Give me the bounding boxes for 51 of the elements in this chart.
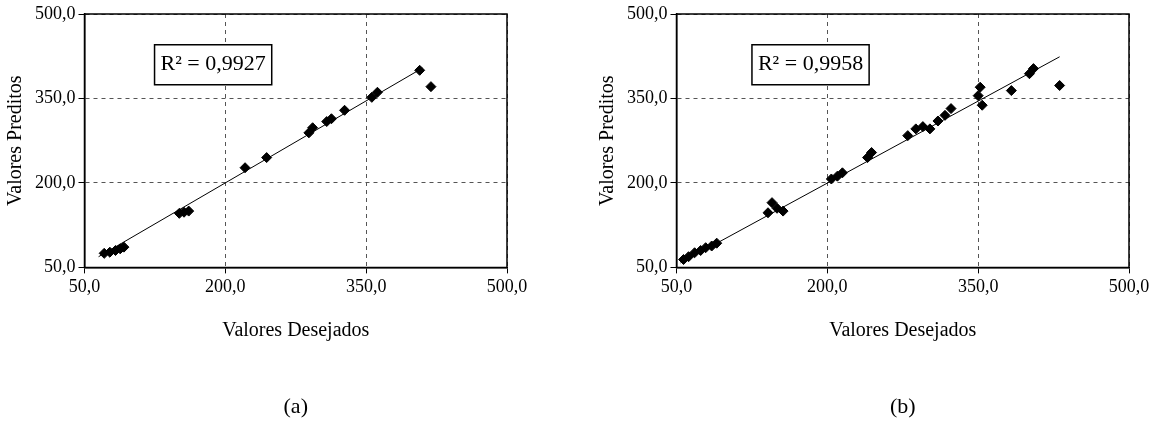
y-tick-label: 50,0 (44, 256, 76, 277)
point (414, 64, 426, 76)
x-tick-label: 200,0 (807, 275, 848, 296)
x-tick-label: 200,0 (205, 275, 246, 296)
annotation: R² = 0,9958 (757, 50, 864, 76)
point (307, 122, 319, 134)
x-axis-title: Valores Desejados (222, 318, 370, 342)
y-tick-label: 350,0 (35, 87, 76, 108)
x-tick-label: 50,0 (660, 275, 693, 296)
point (239, 162, 251, 174)
point (902, 130, 914, 142)
point (371, 86, 383, 98)
point (711, 237, 723, 249)
text: (b) (889, 392, 916, 418)
annotation: R² = 0,9927 (160, 50, 266, 76)
point (924, 123, 936, 135)
y-tick-label: 350,0 (627, 87, 668, 108)
point (976, 99, 988, 111)
point (771, 202, 783, 214)
point (972, 90, 984, 102)
point (777, 205, 789, 217)
x-tick-label: 500,0 (486, 275, 528, 296)
point (939, 109, 951, 121)
point (366, 91, 378, 103)
point (910, 123, 922, 135)
y-tick-label: 200,0 (627, 171, 668, 192)
point (425, 81, 437, 93)
y-axis-title: Valores Preditos (3, 75, 26, 206)
y-axis-title: Valores Preditos (595, 75, 618, 206)
point (1005, 85, 1017, 97)
point (766, 197, 778, 209)
x-tick-label: 350,0 (957, 275, 999, 296)
point (945, 103, 957, 115)
point (974, 81, 986, 93)
x-axis-title: Valores Desejados (829, 318, 977, 342)
point (932, 115, 944, 127)
point (1027, 63, 1039, 75)
y-tick-label: 200,0 (35, 171, 76, 192)
y-tick-label: 500,0 (627, 2, 668, 23)
y-tick-label: 500,0 (35, 2, 76, 23)
x-tick-label: 500,0 (1108, 275, 1150, 296)
point (339, 104, 351, 116)
y-tick-label: 50,0 (636, 256, 668, 277)
point (917, 121, 929, 133)
point (1054, 80, 1066, 92)
text: (a) (283, 392, 308, 418)
point (762, 207, 774, 219)
x-tick-label: 350,0 (345, 275, 387, 296)
point (261, 152, 273, 164)
point (825, 173, 837, 185)
x-tick-label: 50,0 (68, 275, 101, 296)
